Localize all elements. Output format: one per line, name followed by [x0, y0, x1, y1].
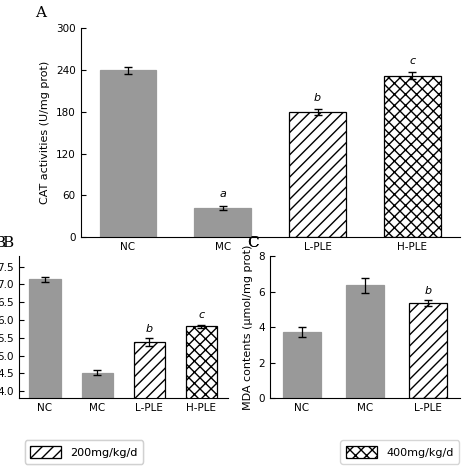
Text: C: C [247, 236, 259, 250]
Bar [186, 326, 217, 474]
Bar [134, 342, 165, 474]
Bar [29, 279, 61, 474]
Bar [289, 112, 346, 237]
Bar [409, 303, 447, 398]
Text: A: A [35, 6, 46, 20]
Bar [346, 285, 384, 398]
Y-axis label: MDA contents (μmol/mg prot): MDA contents (μmol/mg prot) [243, 245, 253, 410]
Y-axis label: CAT activities (U/mg prot): CAT activities (U/mg prot) [40, 61, 50, 204]
Bar [283, 332, 321, 398]
Text: c: c [199, 310, 204, 320]
Bar [100, 70, 156, 237]
Legend: 400mg/kg/d: 400mg/kg/d [340, 440, 459, 464]
Bar [384, 76, 441, 237]
Text: c: c [410, 56, 415, 66]
Text: B: B [0, 236, 5, 250]
Text: b: b [425, 286, 432, 296]
Legend: 200mg/kg/d: 200mg/kg/d [25, 440, 143, 464]
Text: b: b [146, 324, 153, 334]
Text: B: B [2, 236, 13, 250]
Bar [82, 373, 113, 474]
Bar [194, 208, 251, 237]
Text: C: C [247, 236, 259, 250]
Text: b: b [314, 93, 321, 103]
Text: a: a [219, 190, 226, 200]
